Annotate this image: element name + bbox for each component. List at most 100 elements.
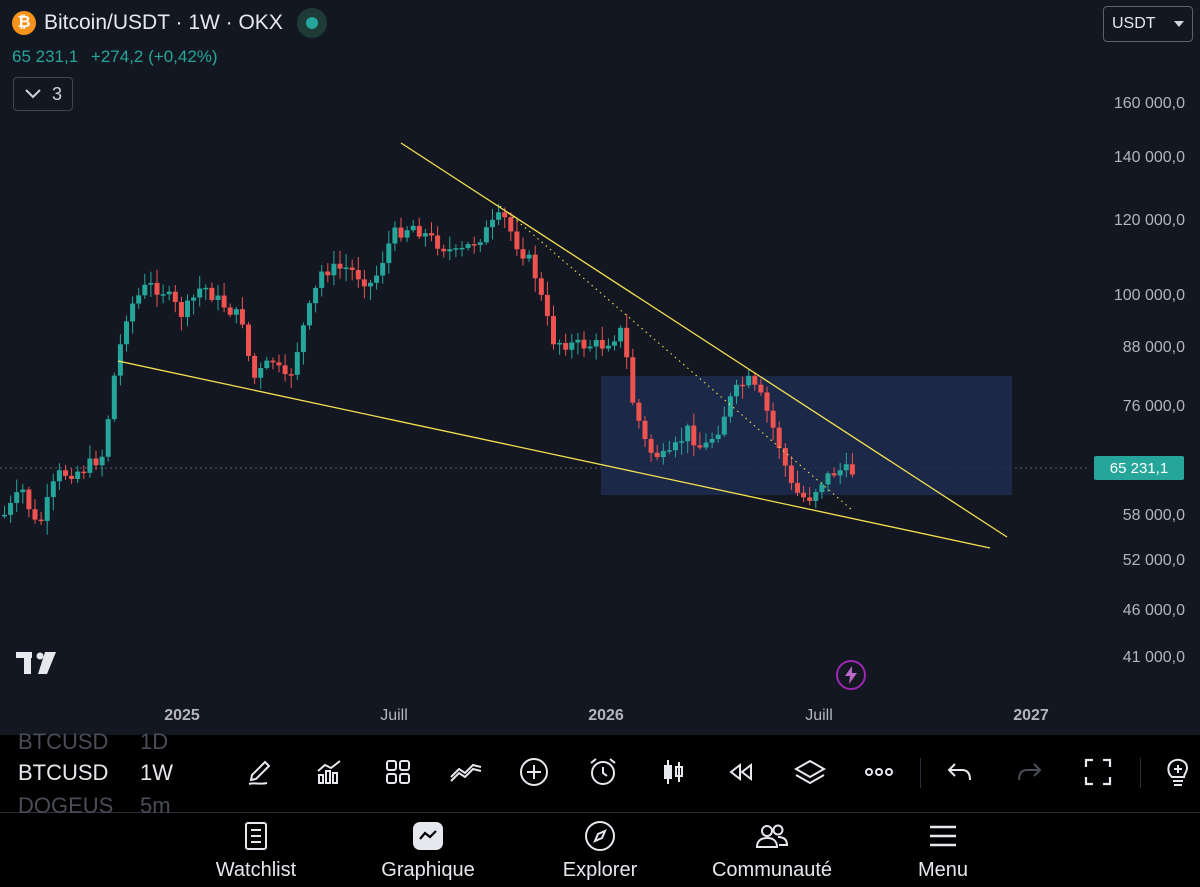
indicators-toggle-button[interactable]: 3 bbox=[13, 77, 73, 111]
candle-body bbox=[337, 263, 343, 269]
nav-menu[interactable]: Menu bbox=[868, 819, 1018, 882]
price-label: 58 000,0 bbox=[1123, 507, 1185, 524]
bar-chart-icon[interactable] bbox=[311, 754, 347, 790]
people-icon bbox=[755, 819, 789, 853]
candle-body bbox=[630, 357, 636, 403]
candles-group bbox=[2, 203, 855, 535]
candle-body bbox=[532, 254, 538, 279]
candle-body bbox=[386, 243, 392, 264]
candle-body bbox=[587, 346, 593, 349]
bottom-navigation: Watchlist Graphique Explorer Communauté … bbox=[0, 813, 1200, 887]
candle-body bbox=[99, 456, 105, 466]
redo-icon[interactable] bbox=[1011, 754, 1047, 790]
chart-icon bbox=[412, 819, 444, 853]
candle-body bbox=[331, 263, 337, 276]
time-label: 2026 bbox=[588, 707, 624, 724]
candle-body bbox=[459, 247, 465, 250]
nav-graphique[interactable]: Graphique bbox=[353, 819, 503, 882]
compass-icon bbox=[584, 819, 616, 853]
candle-body bbox=[575, 339, 581, 343]
nav-label: Menu bbox=[917, 859, 969, 881]
candle-body bbox=[593, 339, 599, 347]
candle-body bbox=[734, 384, 739, 397]
chart-area[interactable]: 160 000,0 140 000,0 120 000,0 100 000,0 … bbox=[0, 0, 1200, 735]
candle-body bbox=[709, 439, 715, 443]
candle-body bbox=[325, 271, 331, 276]
time-label: 2025 bbox=[164, 707, 200, 724]
undo-icon[interactable] bbox=[942, 754, 978, 790]
candle-body bbox=[239, 309, 245, 325]
price-label: 52 000,0 bbox=[1123, 552, 1185, 569]
candle-body bbox=[618, 327, 624, 342]
candle-body bbox=[752, 375, 758, 385]
pencil-icon[interactable] bbox=[242, 754, 278, 790]
price-label: 100 000,0 bbox=[1114, 287, 1185, 304]
candle-body bbox=[673, 442, 678, 451]
candle-body bbox=[843, 464, 849, 471]
time-label: Juill bbox=[380, 707, 408, 724]
price-label: 120 000,0 bbox=[1114, 212, 1185, 229]
alarm-icon[interactable] bbox=[585, 754, 621, 790]
symbol-header[interactable]: ₿ Bitcoin/USDT · 1W · OKX bbox=[12, 8, 327, 38]
price-label: 88 000,0 bbox=[1123, 339, 1185, 356]
fullscreen-icon[interactable] bbox=[1080, 754, 1116, 790]
candle-body bbox=[831, 473, 837, 476]
candle-body bbox=[654, 452, 660, 458]
indicators-icon[interactable] bbox=[448, 754, 484, 790]
candle-body bbox=[416, 225, 422, 237]
candle-body bbox=[93, 458, 99, 466]
candle-body bbox=[105, 419, 111, 457]
candle-body bbox=[758, 384, 764, 393]
grid-icon[interactable] bbox=[380, 754, 416, 790]
lightning-icon[interactable] bbox=[836, 660, 866, 690]
candle-body bbox=[599, 339, 605, 349]
candle-body bbox=[215, 295, 221, 300]
candles-icon[interactable] bbox=[655, 754, 691, 790]
symbol-name: BTCUSD bbox=[18, 760, 109, 785]
replay-icon[interactable] bbox=[723, 754, 759, 790]
candle-body bbox=[849, 464, 855, 475]
candle-body bbox=[136, 295, 142, 304]
current-price-badge: 65 231,1 bbox=[1094, 456, 1184, 480]
layers-icon[interactable] bbox=[792, 754, 828, 790]
candle-body bbox=[142, 284, 148, 296]
candle-body bbox=[178, 302, 184, 317]
price-label: 41 000,0 bbox=[1123, 649, 1185, 666]
candle-body bbox=[203, 287, 209, 290]
candle-body bbox=[776, 427, 782, 449]
candle-body bbox=[801, 492, 807, 498]
candle-body bbox=[117, 344, 123, 376]
candle-body bbox=[264, 360, 270, 369]
market-status-icon[interactable] bbox=[296, 8, 327, 38]
symbol-tab-item[interactable]: BTCUSD 1W bbox=[18, 760, 173, 786]
plus-circle-icon[interactable] bbox=[516, 754, 552, 790]
candle-body bbox=[44, 497, 50, 521]
price-chart[interactable]: 160 000,0 140 000,0 120 000,0 100 000,0 … bbox=[0, 0, 1200, 735]
candle-body bbox=[300, 325, 306, 353]
currency-value: USDT bbox=[1112, 15, 1156, 32]
idea-icon[interactable] bbox=[1160, 754, 1196, 790]
candle-body bbox=[374, 275, 380, 283]
more-icon[interactable] bbox=[861, 754, 897, 790]
candle-body bbox=[483, 227, 489, 243]
nav-explorer[interactable]: Explorer bbox=[525, 819, 675, 882]
nav-watchlist[interactable]: Watchlist bbox=[181, 819, 331, 882]
candle-body bbox=[697, 445, 703, 448]
nav-communaute[interactable]: Communauté bbox=[697, 819, 847, 882]
list-icon bbox=[243, 819, 269, 853]
candle-body bbox=[435, 235, 441, 249]
symbol-tab-item[interactable]: BTCUSD 1D bbox=[18, 729, 168, 755]
currency-select[interactable]: USDT bbox=[1103, 6, 1193, 42]
price-change: +274,2 (+0,42%) bbox=[90, 47, 218, 66]
candle-body bbox=[477, 242, 483, 246]
candle-body bbox=[569, 342, 575, 350]
symbol-title[interactable]: Bitcoin/USDT · 1W · OKX bbox=[44, 11, 283, 34]
candle-body bbox=[715, 434, 721, 440]
candle-body bbox=[508, 217, 514, 232]
lower-trendline bbox=[117, 360, 991, 549]
candle-body bbox=[624, 327, 630, 358]
upper-trendline bbox=[400, 142, 1008, 538]
candle-body bbox=[502, 212, 508, 218]
candle-body bbox=[819, 484, 825, 493]
range-zone bbox=[601, 376, 1012, 495]
